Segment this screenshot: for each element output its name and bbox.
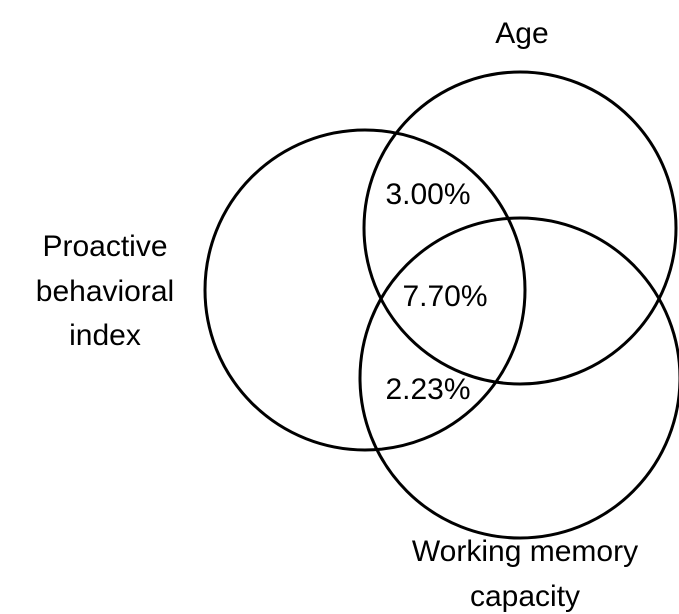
set-label: capacity [470, 580, 580, 613]
region-label: 7.70% [402, 280, 487, 313]
set-circle [358, 216, 679, 540]
set-label: index [69, 319, 141, 352]
region-label: 2.23% [385, 373, 470, 406]
set-label: behavioral [36, 275, 174, 308]
region-label: 3.00% [385, 178, 470, 211]
set-label: Working memory [412, 535, 638, 568]
set-label: Proactive [42, 230, 167, 263]
set-circle [203, 128, 527, 452]
set-circle [362, 70, 678, 386]
set-label: Age [495, 17, 548, 50]
